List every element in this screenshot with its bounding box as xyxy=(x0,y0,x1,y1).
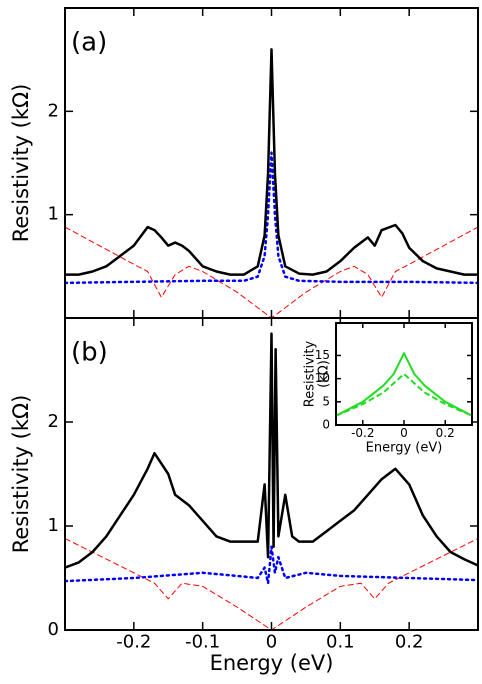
panel-label: (b) xyxy=(71,338,108,368)
plot-area xyxy=(65,332,478,630)
y-tick-label: 0 xyxy=(322,418,330,432)
data-line xyxy=(65,151,478,285)
x-tick-label: 0.2 xyxy=(436,426,455,440)
data-line xyxy=(65,226,478,318)
plot-area xyxy=(65,48,478,318)
data-line xyxy=(65,545,478,585)
x-tick-label: 0 xyxy=(266,632,277,653)
data-line xyxy=(65,48,478,276)
y-tick-label: 1 xyxy=(48,204,59,225)
panel-label: (a) xyxy=(71,28,107,58)
panel: 1 2 (a) Resistivity (kΩ) xyxy=(9,7,479,319)
y-tick-label: 2 xyxy=(48,411,59,432)
data-line xyxy=(336,352,472,417)
x-axis-label: Energy (eV) xyxy=(210,651,334,675)
x-tick-label: -0.2 xyxy=(351,426,374,440)
y-tick-label: 5 xyxy=(322,394,330,408)
y-tick-label: 15 xyxy=(315,348,330,362)
x-tick-label: 0.2 xyxy=(395,632,424,653)
y-axis-label: Resistivity (kΩ) xyxy=(9,395,33,554)
data-line xyxy=(65,538,478,630)
y-tick-label: 2 xyxy=(48,100,59,121)
y-axis-label: (kΩ) xyxy=(317,360,332,388)
x-tick-label: 0 xyxy=(400,426,408,440)
x-tick-label: -0.2 xyxy=(116,632,151,653)
plot-area xyxy=(336,352,472,417)
x-tick-label: -0.1 xyxy=(185,632,220,653)
x-tick-label: 0.1 xyxy=(326,632,355,653)
y-axis-label: Resistivity (kΩ) xyxy=(9,84,33,243)
x-axis-label: Energy (eV) xyxy=(366,440,443,455)
plot-background xyxy=(336,323,472,425)
y-tick-label: 10 xyxy=(315,371,330,385)
y-tick-label: 0 xyxy=(48,619,59,640)
y-tick-label: 1 xyxy=(48,515,59,536)
data-line xyxy=(65,332,478,569)
data-line xyxy=(336,373,472,417)
y-axis-label: Resistivity xyxy=(303,340,318,407)
